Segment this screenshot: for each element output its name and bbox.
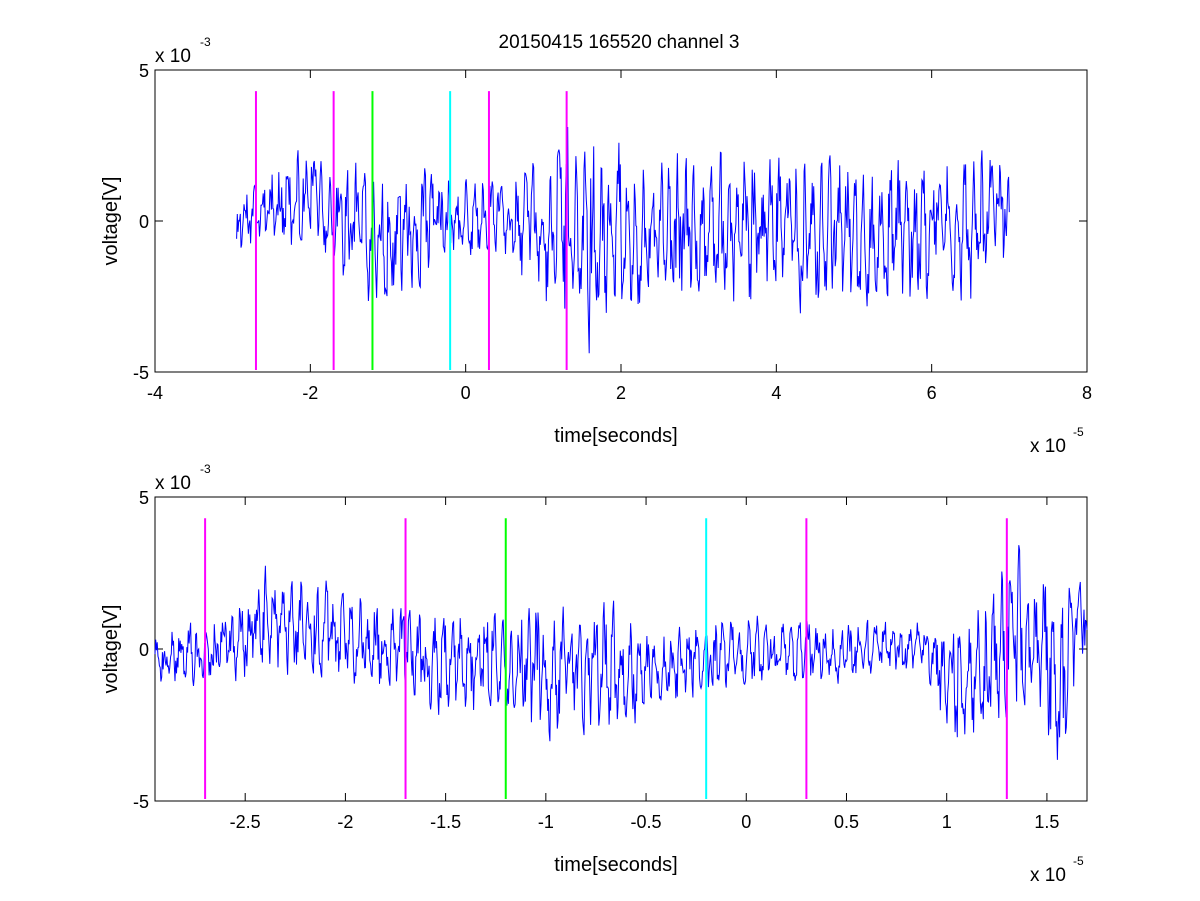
x-tick-label: 0.5	[834, 812, 859, 832]
x-axis-label: time[seconds]	[554, 425, 677, 447]
y-exponent-power: -3	[200, 35, 211, 49]
x-tick-label: -4	[147, 383, 163, 403]
x-axis-label: time[seconds]	[554, 854, 677, 876]
y-axis-label: voltage[V]	[100, 177, 122, 266]
y-tick-label: -5	[133, 363, 149, 383]
x-tick-label: -2.5	[230, 812, 261, 832]
x-exponent-power: -5	[1073, 854, 1084, 868]
x-tick-label: 4	[771, 383, 781, 403]
y-axis-label: voltage[V]	[100, 605, 122, 694]
x-tick-label: -1	[538, 812, 554, 832]
x-tick-label: 8	[1082, 383, 1092, 403]
top-plot: -4 -2 0 2 4 6 8 -5 0 5 time[seconds] voltage[V] x 10…	[100, 35, 1092, 457]
figure-title: 20150415 165520 channel 3	[499, 32, 740, 53]
y-exponent-label: x 10	[155, 46, 191, 67]
y-tick-label: 5	[139, 61, 149, 81]
x-tick-label: -1.5	[430, 812, 461, 832]
y-exponent-power: -3	[200, 462, 211, 476]
x-tick-label: 1	[942, 812, 952, 832]
x-exponent-power: -5	[1073, 425, 1084, 439]
bottom-plot: -2.5 -2 -1.5 -1 -0.5 0 0.5 1 1.5 -5 0 5 time[seconds…	[100, 462, 1088, 886]
x-tick-label: 0	[741, 812, 751, 832]
x-tick-label: -2	[337, 812, 353, 832]
x-tick-label: 6	[927, 383, 937, 403]
voltage-trace	[154, 545, 1088, 760]
y-exponent-label: x 10	[155, 473, 191, 494]
x-exponent-label: x 10	[1030, 865, 1066, 886]
y-tick-label: 0	[139, 640, 149, 660]
y-tick-label: -5	[133, 792, 149, 812]
x-tick-label: 0	[461, 383, 471, 403]
x-tick-label: -0.5	[631, 812, 662, 832]
y-tick-label: 0	[139, 212, 149, 232]
y-tick-label: 5	[139, 488, 149, 508]
x-tick-label: 2	[616, 383, 626, 403]
x-tick-label: 1.5	[1034, 812, 1059, 832]
voltage-trace	[236, 126, 1010, 354]
x-exponent-label: x 10	[1030, 436, 1066, 457]
x-tick-label: -2	[302, 383, 318, 403]
